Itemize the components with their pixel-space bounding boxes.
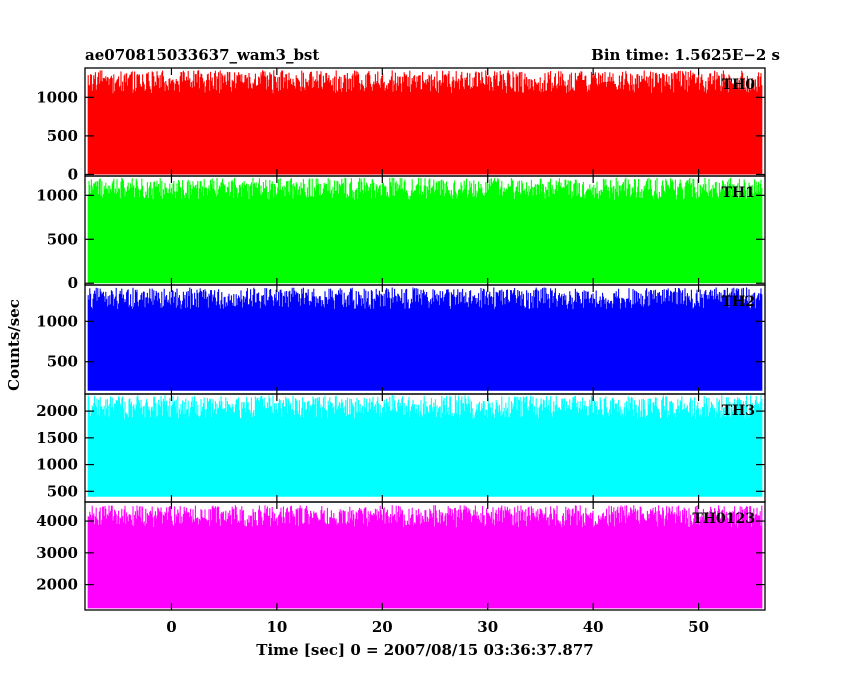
panel-th0: 0 500 1000 TH0	[36, 67, 766, 183]
x-axis: 0 10 20 30 40 50	[166, 618, 709, 636]
panel-stack: 0 500 1000 TH0 0 500 1000 TH1 500 1000 TH2 500 1000 1…	[36, 67, 766, 611]
panel-label: TH0	[722, 77, 756, 93]
y-tick-label: 4000	[36, 512, 78, 530]
panel-th1: 0 500 1000 TH1	[36, 175, 766, 292]
y-tick-label: 1000	[36, 312, 78, 330]
y-tick-label: 1000	[36, 456, 78, 474]
panel-label: TH1	[722, 185, 755, 201]
y-tick-label: 0	[68, 165, 78, 183]
series-th3	[87, 395, 763, 497]
y-tick-label: 2000	[36, 402, 78, 420]
x-tick-label: 10	[266, 618, 287, 636]
series-th0	[87, 70, 763, 175]
panel-th3: 500 1000 1500 2000 TH3	[36, 393, 766, 503]
y-tick-label: 500	[47, 353, 78, 371]
y-tick-label: 1000	[36, 88, 78, 106]
y-tick-label: 1000	[36, 186, 78, 204]
y-tick-label: 500	[47, 230, 78, 248]
x-tick-label: 50	[688, 618, 709, 636]
y-tick-label: 2000	[36, 576, 78, 594]
x-axis-label: Time [sec] 0 = 2007/08/15 03:36:37.877	[256, 641, 593, 659]
y-tick-label: 0	[68, 274, 78, 292]
chart-title-left: ae070815033637_wam3_bst	[85, 46, 319, 64]
panel-th0123: 2000 3000 4000 TH0123	[36, 501, 766, 611]
panel-label: TH3	[722, 403, 755, 419]
series-th1	[87, 177, 763, 284]
y-tick-label: 3000	[36, 544, 78, 562]
y-tick-label: 1500	[36, 429, 78, 447]
chart-title-right: Bin time: 1.5625E−2 s	[591, 46, 780, 64]
panel-th2: 500 1000 TH2	[36, 284, 766, 395]
x-tick-label: 0	[166, 618, 176, 636]
x-tick-label: 20	[372, 618, 393, 636]
series-th2	[87, 287, 763, 391]
x-tick-label: 40	[583, 618, 604, 636]
x-tick-label: 30	[477, 618, 498, 636]
panel-label: TH0123	[692, 511, 755, 527]
y-tick-label: 500	[47, 482, 78, 500]
series-th0123	[87, 505, 763, 609]
y-tick-label: 500	[47, 127, 78, 145]
panel-frame	[84, 501, 766, 611]
y-axis-label: Counts/sec	[5, 299, 23, 391]
panel-label: TH2	[722, 294, 755, 310]
